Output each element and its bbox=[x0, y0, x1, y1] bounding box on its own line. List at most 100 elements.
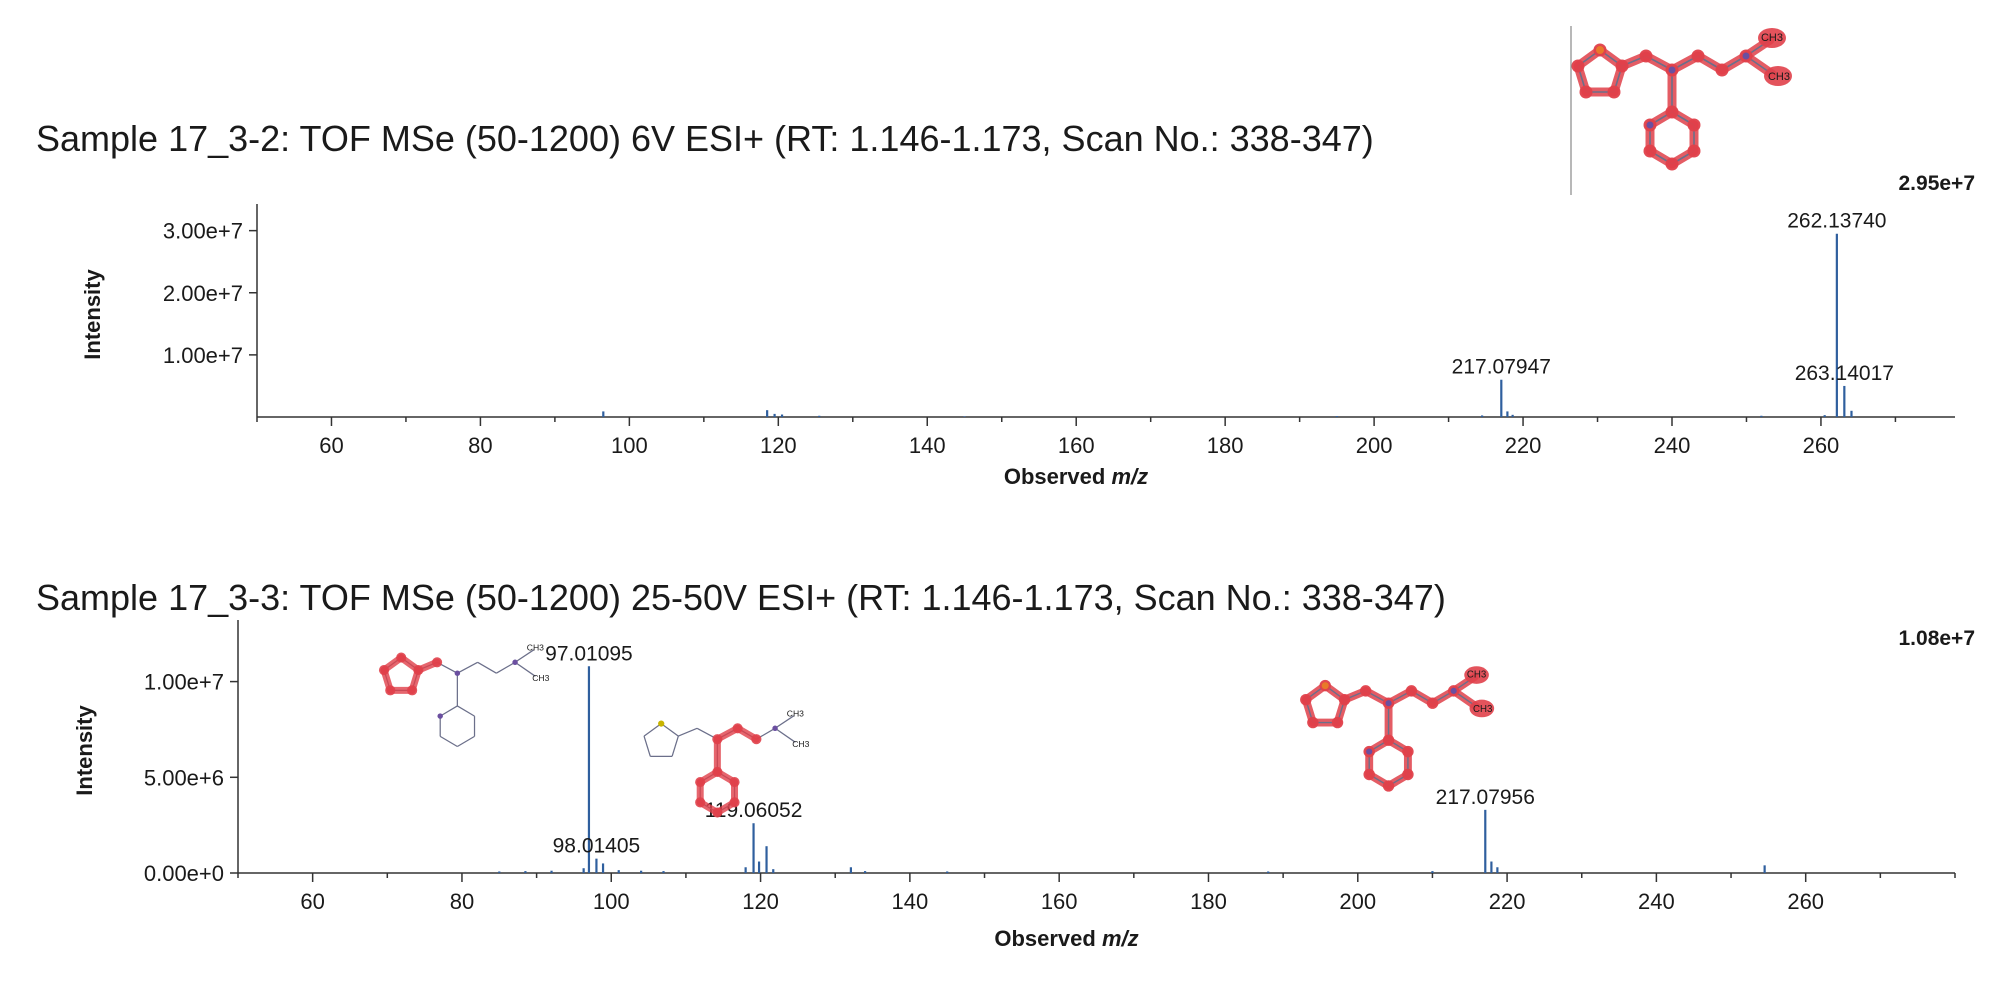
highlight-atom bbox=[751, 734, 762, 745]
fragment-97-structure: CH3 CH3 bbox=[383, 643, 550, 748]
max-intensity-label: 2.95e+7 bbox=[1899, 172, 1976, 195]
highlight-atom bbox=[1665, 157, 1679, 171]
bond-line bbox=[660, 723, 679, 737]
highlight-atom bbox=[732, 723, 743, 734]
bond-line bbox=[477, 661, 497, 674]
y-tick-label: 1.00e+7 bbox=[144, 670, 224, 695]
fragment-217-structure: CH3 CH3 bbox=[1300, 666, 1495, 792]
highlight-atom bbox=[712, 734, 723, 745]
peak-label: 262.13740 bbox=[1787, 210, 1886, 233]
highlight-atom bbox=[1571, 59, 1585, 73]
highlight-atom bbox=[1338, 693, 1351, 706]
nitrogen-atom bbox=[1450, 687, 1457, 694]
highlight-atom bbox=[1300, 693, 1312, 706]
methyl-label: CH3 bbox=[1467, 670, 1486, 681]
nitrogen-atom bbox=[1742, 52, 1750, 60]
x-tick-label: 160 bbox=[1041, 889, 1078, 914]
peak-label: 263.14017 bbox=[1795, 362, 1894, 385]
y-axis-title: Intensity bbox=[80, 269, 105, 360]
highlight-atom bbox=[1643, 144, 1657, 158]
x-tick-label: 60 bbox=[319, 433, 343, 458]
highlight-atom bbox=[1607, 85, 1621, 99]
highlight-atom bbox=[1687, 144, 1701, 158]
highlight-atom bbox=[712, 807, 723, 818]
parent-structure: CH3 CH3 bbox=[1571, 28, 1792, 171]
bond-line bbox=[643, 735, 651, 757]
highlight-atom bbox=[378, 665, 390, 676]
nitrogen-atom bbox=[1646, 121, 1654, 129]
bond-line bbox=[457, 661, 478, 674]
highlight-atom bbox=[1402, 745, 1414, 758]
max-intensity-label: 1.08e+7 bbox=[1899, 627, 1976, 650]
highlight-atom bbox=[1579, 85, 1593, 99]
highlight-methyl bbox=[1758, 28, 1786, 48]
sulfur-atom bbox=[1596, 46, 1604, 54]
highlight-atom bbox=[1426, 697, 1439, 709]
x-tick-label: 260 bbox=[1803, 433, 1840, 458]
y-tick-label: 2.00e+7 bbox=[163, 281, 243, 306]
peak-label: 98.01405 bbox=[553, 835, 641, 858]
y-tick-label: 0.00e+0 bbox=[144, 861, 224, 886]
x-tick-label: 80 bbox=[450, 889, 474, 914]
x-tick-label: 120 bbox=[742, 889, 779, 914]
peak-label: 217.07956 bbox=[1436, 786, 1535, 809]
x-tick-label: 180 bbox=[1207, 433, 1244, 458]
methyl-label: CH3 bbox=[1768, 71, 1790, 83]
x-tick-label: 60 bbox=[300, 889, 324, 914]
bond-line bbox=[439, 735, 458, 748]
y-tick-label: 3.00e+7 bbox=[163, 219, 243, 244]
x-tick-label: 100 bbox=[593, 889, 630, 914]
highlight-atom bbox=[695, 777, 706, 788]
x-tick-label: 220 bbox=[1505, 433, 1542, 458]
x-tick-label: 200 bbox=[1356, 433, 1393, 458]
panel-2-title: Sample 17_3-3: TOF MSe (50-1200) 25-50V … bbox=[36, 577, 1446, 618]
nitrogen-atom bbox=[437, 713, 443, 719]
highlight-atom bbox=[729, 777, 740, 788]
nitrogen-atom bbox=[1366, 748, 1373, 755]
bond-line bbox=[671, 735, 679, 757]
highlight-atom bbox=[1363, 768, 1375, 781]
highlight-atom bbox=[1715, 63, 1729, 77]
bond-line bbox=[439, 705, 458, 717]
x-axis-title: Observed m/z bbox=[1004, 464, 1148, 489]
panel-1-plot: 1.00e+7 2.00e+7 3.00e+7 60 80 100 120 140 160 180… bbox=[80, 172, 1975, 489]
bond-line bbox=[457, 705, 475, 717]
x-axis-title: Observed m/z bbox=[994, 926, 1138, 951]
bond-line bbox=[774, 715, 795, 729]
methyl-label: CH3 bbox=[1473, 704, 1492, 715]
nitrogen-atom bbox=[1668, 66, 1676, 74]
x-tick-label: 80 bbox=[468, 433, 492, 458]
y-tick-label: 5.00e+6 bbox=[144, 765, 224, 790]
bond-line bbox=[643, 723, 662, 737]
bond-line bbox=[496, 661, 516, 674]
bond-line bbox=[774, 727, 796, 743]
highlight-atom bbox=[407, 685, 418, 696]
x-tick-label: 140 bbox=[909, 433, 946, 458]
highlight-atom bbox=[1691, 49, 1705, 63]
methyl-label: CH3 bbox=[532, 673, 549, 683]
highlight-atom bbox=[1687, 118, 1701, 132]
x-tick-label: 100 bbox=[611, 433, 648, 458]
methyl-label: CH3 bbox=[1761, 32, 1783, 44]
highlight-atom bbox=[712, 766, 723, 778]
x-tick-label: 200 bbox=[1339, 889, 1376, 914]
x-tick-label: 240 bbox=[1654, 433, 1691, 458]
highlight-atom bbox=[1382, 734, 1395, 746]
y-axis-title: Intensity bbox=[72, 705, 97, 796]
nitrogen-atom bbox=[454, 670, 461, 676]
highlight-atom bbox=[1405, 685, 1418, 697]
highlight-atom bbox=[695, 797, 706, 808]
x-tick-label: 240 bbox=[1638, 889, 1675, 914]
methyl-label: CH3 bbox=[787, 709, 804, 719]
fragment-119-highlight bbox=[695, 723, 762, 818]
methyl-label: CH3 bbox=[792, 739, 809, 749]
nitrogen-atom bbox=[512, 659, 518, 666]
highlight-atom bbox=[1665, 105, 1679, 119]
highlight-atom bbox=[396, 652, 407, 663]
x-tick-label: 160 bbox=[1058, 433, 1095, 458]
bond-line bbox=[678, 727, 698, 737]
bond-line bbox=[514, 661, 536, 677]
x-tick-label: 220 bbox=[1489, 889, 1526, 914]
nitrogen-atom bbox=[1385, 700, 1392, 707]
highlight-atom bbox=[1639, 49, 1653, 63]
